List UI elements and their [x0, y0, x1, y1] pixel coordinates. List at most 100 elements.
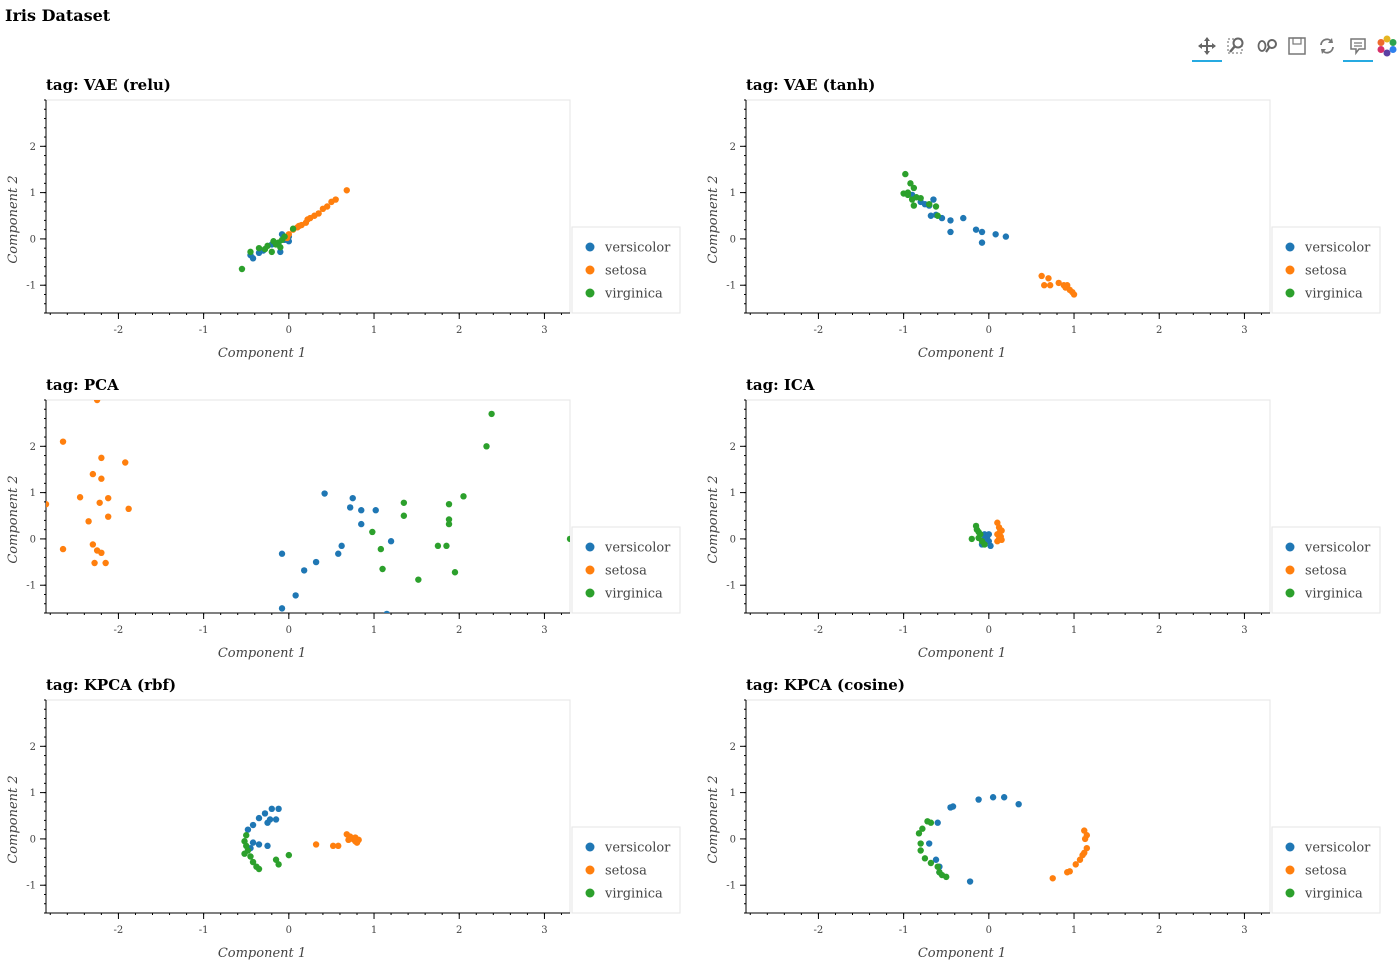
- point-virginica[interactable]: [915, 830, 923, 837]
- point-setosa[interactable]: [304, 216, 311, 223]
- point-setosa[interactable]: [345, 836, 352, 844]
- point-virginica[interactable]: [289, 225, 297, 232]
- point-setosa[interactable]: [1081, 835, 1089, 843]
- point-versicolor[interactable]: [278, 550, 286, 557]
- point-versicolor[interactable]: [338, 542, 345, 550]
- point-virginica[interactable]: [932, 203, 940, 210]
- save-tool[interactable]: [1282, 32, 1312, 60]
- point-setosa[interactable]: [1046, 282, 1054, 289]
- point-virginica[interactable]: [566, 535, 573, 543]
- point-versicolor[interactable]: [930, 196, 937, 203]
- point-setosa[interactable]: [994, 538, 1001, 545]
- point-setosa[interactable]: [98, 475, 105, 482]
- point-virginica[interactable]: [927, 859, 935, 867]
- point-versicolor[interactable]: [255, 841, 263, 848]
- point-setosa[interactable]: [104, 494, 112, 502]
- point-virginica[interactable]: [241, 850, 248, 857]
- point-setosa[interactable]: [59, 545, 67, 553]
- point-versicolor[interactable]: [987, 542, 994, 550]
- point-virginica[interactable]: [243, 832, 250, 839]
- box-zoom-tool[interactable]: [1222, 32, 1252, 60]
- legend-label-setosa[interactable]: setosa: [1305, 564, 1347, 579]
- point-versicolor[interactable]: [249, 255, 257, 262]
- point-versicolor[interactable]: [972, 226, 980, 233]
- point-versicolor[interactable]: [358, 507, 365, 514]
- point-versicolor[interactable]: [321, 490, 328, 497]
- point-versicolor[interactable]: [249, 821, 257, 829]
- point-virginica[interactable]: [268, 248, 275, 256]
- point-setosa[interactable]: [1041, 282, 1048, 289]
- point-versicolor[interactable]: [346, 504, 354, 511]
- point-versicolor[interactable]: [264, 842, 271, 850]
- legend-label-virginica[interactable]: virginica: [1304, 887, 1363, 902]
- point-versicolor[interactable]: [927, 212, 935, 219]
- point-setosa[interactable]: [85, 518, 92, 525]
- point-virginica[interactable]: [975, 528, 982, 536]
- legend-label-versicolor[interactable]: versicolor: [604, 241, 671, 256]
- point-versicolor[interactable]: [934, 819, 941, 826]
- point-versicolor[interactable]: [335, 550, 342, 557]
- point-virginica[interactable]: [927, 819, 935, 826]
- point-setosa[interactable]: [295, 222, 303, 230]
- point-versicolor[interactable]: [992, 231, 999, 238]
- point-setosa[interactable]: [315, 210, 322, 217]
- point-versicolor[interactable]: [985, 531, 993, 538]
- legend-label-virginica[interactable]: virginica: [1304, 287, 1363, 302]
- point-versicolor[interactable]: [300, 567, 308, 574]
- point-setosa[interactable]: [76, 494, 84, 501]
- point-setosa[interactable]: [335, 842, 342, 850]
- point-virginica[interactable]: [919, 825, 926, 832]
- point-virginica[interactable]: [902, 170, 909, 178]
- point-virginica[interactable]: [938, 871, 946, 879]
- point-setosa[interactable]: [59, 438, 67, 445]
- point-virginica[interactable]: [445, 500, 453, 508]
- point-versicolor[interactable]: [925, 840, 933, 847]
- point-setosa[interactable]: [1045, 275, 1052, 282]
- legend-label-versicolor[interactable]: versicolor: [604, 541, 671, 556]
- point-virginica[interactable]: [285, 851, 293, 859]
- point-versicolor[interactable]: [261, 810, 269, 817]
- point-virginica[interactable]: [443, 542, 450, 550]
- point-virginica[interactable]: [261, 245, 269, 253]
- point-virginica[interactable]: [925, 200, 933, 208]
- point-versicolor[interactable]: [264, 819, 271, 826]
- point-virginica[interactable]: [445, 520, 453, 528]
- legend-label-setosa[interactable]: setosa: [605, 264, 647, 279]
- point-virginica[interactable]: [445, 516, 453, 523]
- point-setosa[interactable]: [1064, 869, 1071, 876]
- point-virginica[interactable]: [255, 244, 263, 252]
- point-versicolor[interactable]: [383, 610, 390, 617]
- point-virginica[interactable]: [415, 576, 422, 583]
- point-setosa[interactable]: [89, 470, 97, 478]
- legend-label-setosa[interactable]: setosa: [1305, 864, 1347, 879]
- point-versicolor[interactable]: [272, 816, 280, 823]
- point-virginica[interactable]: [460, 493, 467, 500]
- point-setosa[interactable]: [98, 549, 105, 557]
- legend-label-virginica[interactable]: virginica: [604, 287, 663, 302]
- point-setosa[interactable]: [104, 513, 112, 520]
- point-virginica[interactable]: [238, 265, 246, 273]
- point-virginica[interactable]: [249, 858, 257, 866]
- point-versicolor[interactable]: [975, 796, 982, 803]
- point-virginica[interactable]: [910, 202, 918, 209]
- point-versicolor[interactable]: [1002, 233, 1010, 240]
- legend-label-virginica[interactable]: virginica: [1304, 587, 1363, 602]
- point-virginica[interactable]: [434, 542, 442, 550]
- point-setosa[interactable]: [332, 196, 339, 203]
- point-versicolor[interactable]: [358, 520, 365, 528]
- point-virginica[interactable]: [400, 512, 408, 519]
- point-virginica[interactable]: [968, 535, 975, 543]
- point-setosa[interactable]: [125, 505, 132, 513]
- point-versicolor[interactable]: [278, 605, 286, 612]
- point-setosa[interactable]: [98, 454, 105, 462]
- hover-tool[interactable]: [1343, 32, 1373, 62]
- point-versicolor[interactable]: [960, 214, 967, 222]
- point-virginica[interactable]: [400, 499, 408, 506]
- legend-label-versicolor[interactable]: versicolor: [1304, 841, 1371, 856]
- point-versicolor[interactable]: [268, 805, 275, 813]
- point-setosa[interactable]: [1049, 875, 1056, 882]
- point-setosa[interactable]: [1072, 861, 1079, 868]
- point-versicolor[interactable]: [277, 248, 284, 256]
- legend-label-versicolor[interactable]: versicolor: [604, 841, 671, 856]
- point-setosa[interactable]: [96, 499, 103, 506]
